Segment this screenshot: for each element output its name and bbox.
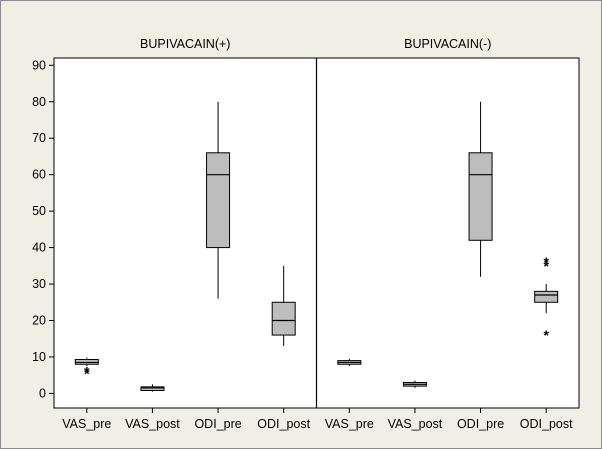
outlier-marker: *	[84, 364, 90, 380]
x-tick-label: ODI_pre	[194, 417, 241, 431]
panel-title: BUPIVACAIN(-)	[404, 37, 491, 51]
x-tick-label: ODI_post	[520, 417, 573, 431]
x-tick-label: VAS_post	[125, 417, 180, 431]
outlier-marker: *	[543, 327, 549, 343]
y-tick-label: 50	[32, 204, 46, 218]
y-tick-label: 20	[32, 314, 46, 328]
box	[271, 301, 296, 336]
outlier-marker: *	[84, 365, 90, 381]
x-tick-label: ODI_pre	[457, 417, 504, 431]
panel-title: BUPIVACAIN(+)	[140, 37, 230, 51]
outlier-marker: *	[543, 254, 549, 270]
x-tick-label: VAS_post	[388, 417, 443, 431]
box	[468, 152, 493, 241]
y-tick-label: 30	[32, 277, 46, 291]
y-tick-label: 60	[32, 168, 46, 182]
x-tick-label: ODI_post	[257, 417, 310, 431]
box	[534, 290, 559, 303]
x-tick-label: VAS_pre	[62, 417, 111, 431]
y-tick-label: 80	[32, 95, 46, 109]
x-tick-label: VAS_pre	[325, 417, 374, 431]
box	[206, 152, 231, 249]
y-tick-label: 90	[32, 58, 46, 72]
y-tick-label: 10	[32, 350, 46, 364]
y-tick-label: 0	[39, 386, 46, 400]
y-tick-label: 40	[32, 241, 46, 255]
y-tick-label: 70	[32, 131, 46, 145]
box	[140, 386, 165, 391]
outlier-marker: *	[543, 258, 549, 274]
